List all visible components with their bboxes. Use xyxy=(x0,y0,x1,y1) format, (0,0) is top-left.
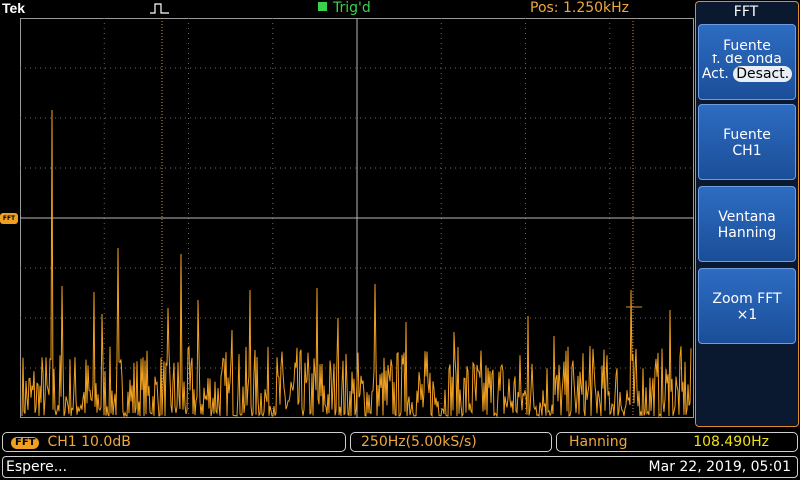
channel-scale-box: FFT CH1 10.0dB xyxy=(2,432,346,452)
horizontal-position: Pos: 1.250kHz xyxy=(530,0,630,16)
button-label: Ventana xyxy=(718,209,776,225)
trigger-indicator-icon xyxy=(318,2,327,11)
source-waveform-button[interactable]: Fuente f. de onda Act. Desact. xyxy=(698,24,796,100)
button-value: ×1 xyxy=(736,307,758,323)
toggle-off-label: Act. xyxy=(701,66,729,82)
trigger-frequency: 108.490Hz xyxy=(693,434,769,450)
button-label: Zoom FFT xyxy=(712,291,782,307)
window-type: Hanning xyxy=(569,434,628,450)
source-channel-button[interactable]: Fuente CH1 xyxy=(698,104,796,180)
frequency-span: 250Hz(5.00kS/s) xyxy=(361,434,477,450)
status-message: Espere... xyxy=(6,459,68,475)
button-label: f. de onda xyxy=(712,54,782,66)
button-value: Hanning xyxy=(717,225,777,241)
window-freq-box: Hanning 108.490Hz xyxy=(556,432,798,452)
fft-reference-marker[interactable]: FFT xyxy=(0,213,18,224)
window-button[interactable]: Ventana Hanning xyxy=(698,186,796,262)
measurement-bar: FFT CH1 10.0dB 250Hz(5.00kS/s) Hanning 10… xyxy=(0,430,800,454)
message-bar: Espere... Mar 22, 2019, 05:01 xyxy=(2,456,798,478)
fft-graticule xyxy=(20,18,694,418)
menu-title: FFT xyxy=(733,4,759,20)
toggle-on-label: Desact. xyxy=(733,66,793,82)
waveform-display xyxy=(20,18,694,418)
button-value: CH1 xyxy=(732,143,762,159)
trigger-status: Trig'd xyxy=(318,0,371,16)
span-box: 250Hz(5.00kS/s) xyxy=(350,432,552,452)
side-menu: FFT Fuente f. de onda Act. Desact. Fuent… xyxy=(694,0,800,428)
top-bar: Tek Trig'd Pos: 1.250kHz xyxy=(0,0,694,18)
button-label: Fuente xyxy=(723,127,771,143)
trigger-edge-icon xyxy=(150,3,169,14)
brand-logo: Tek xyxy=(2,0,26,16)
on-off-toggle[interactable]: Act. Desact. xyxy=(699,66,795,82)
button-label: Fuente xyxy=(723,38,771,54)
date-time: Mar 22, 2019, 05:01 xyxy=(648,459,791,475)
fft-zoom-button[interactable]: Zoom FFT ×1 xyxy=(698,268,796,344)
fft-badge: FFT xyxy=(11,437,40,449)
channel-scale: CH1 10.0dB xyxy=(47,434,131,450)
fft-trace xyxy=(21,109,692,418)
